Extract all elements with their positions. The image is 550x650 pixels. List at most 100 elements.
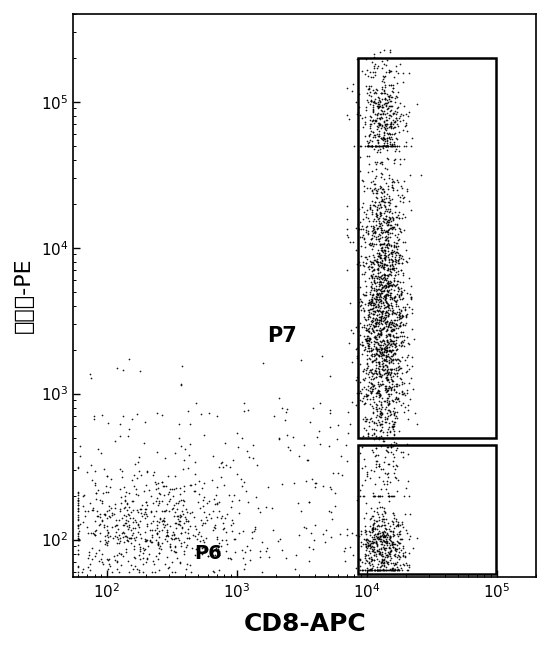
Point bbox=[337, 450, 345, 461]
Point bbox=[367, 277, 376, 287]
Point bbox=[387, 317, 396, 327]
Point bbox=[101, 509, 109, 519]
Point bbox=[360, 112, 369, 122]
Point bbox=[382, 402, 390, 413]
Point bbox=[393, 537, 402, 547]
Point bbox=[373, 234, 382, 244]
Point bbox=[383, 558, 392, 569]
Point bbox=[372, 545, 381, 556]
Point bbox=[84, 528, 92, 539]
Point bbox=[373, 562, 382, 572]
Point bbox=[142, 497, 151, 507]
Point bbox=[387, 318, 396, 329]
Point bbox=[376, 337, 385, 348]
Point bbox=[211, 523, 219, 534]
Point bbox=[153, 408, 162, 418]
Point bbox=[344, 338, 353, 348]
Point bbox=[393, 238, 402, 248]
Point bbox=[370, 88, 379, 98]
Point bbox=[133, 526, 142, 537]
Point bbox=[391, 394, 400, 404]
Point bbox=[375, 432, 384, 442]
Point bbox=[387, 379, 396, 389]
Point bbox=[392, 557, 401, 567]
Point bbox=[178, 522, 187, 532]
Point bbox=[136, 533, 145, 543]
Point bbox=[372, 128, 381, 138]
Point bbox=[380, 269, 389, 280]
Point bbox=[389, 292, 398, 302]
Point bbox=[367, 96, 376, 106]
Point bbox=[387, 364, 395, 374]
Point bbox=[389, 215, 398, 226]
Point bbox=[393, 279, 402, 289]
Point bbox=[120, 502, 129, 512]
Point bbox=[370, 532, 379, 542]
Point bbox=[364, 140, 373, 151]
Point bbox=[382, 123, 391, 133]
Point bbox=[385, 214, 394, 225]
Point bbox=[362, 498, 371, 508]
Point bbox=[380, 308, 389, 318]
Point bbox=[117, 549, 125, 559]
Point bbox=[362, 258, 371, 268]
Point bbox=[385, 524, 394, 534]
Point bbox=[366, 298, 375, 308]
Point bbox=[74, 521, 82, 532]
Point bbox=[383, 154, 392, 164]
Point bbox=[282, 552, 290, 563]
Point bbox=[343, 265, 351, 275]
Point bbox=[363, 88, 372, 98]
Point bbox=[123, 520, 131, 530]
Point bbox=[116, 419, 124, 429]
Point bbox=[384, 319, 393, 330]
Point bbox=[364, 430, 372, 441]
Point bbox=[379, 536, 388, 547]
Point bbox=[111, 502, 120, 513]
Point bbox=[359, 185, 368, 196]
Point bbox=[373, 506, 382, 517]
Point bbox=[378, 434, 387, 444]
Point bbox=[374, 216, 383, 226]
Point bbox=[85, 369, 94, 379]
Point bbox=[371, 227, 380, 237]
Point bbox=[372, 551, 381, 561]
Point bbox=[104, 528, 113, 539]
Point bbox=[352, 400, 361, 411]
Point bbox=[164, 530, 173, 541]
Point bbox=[389, 320, 398, 331]
Point bbox=[383, 238, 392, 248]
Point bbox=[371, 358, 380, 368]
Point bbox=[361, 508, 370, 518]
Point bbox=[387, 306, 396, 317]
Point bbox=[374, 490, 383, 501]
Point bbox=[198, 482, 207, 493]
Point bbox=[324, 506, 333, 516]
Point bbox=[401, 304, 410, 315]
Point bbox=[382, 550, 390, 560]
Point bbox=[399, 378, 408, 388]
Point bbox=[124, 555, 133, 566]
Point bbox=[368, 238, 377, 248]
Point bbox=[309, 403, 318, 413]
Point bbox=[384, 543, 393, 554]
Point bbox=[371, 140, 380, 151]
Point bbox=[380, 452, 389, 462]
Point bbox=[370, 383, 379, 393]
Y-axis label: 四聚体-PE: 四聚体-PE bbox=[14, 258, 34, 333]
Point bbox=[386, 532, 395, 542]
Point bbox=[359, 289, 367, 300]
Point bbox=[160, 522, 169, 532]
Point bbox=[374, 251, 383, 261]
Point bbox=[375, 331, 383, 341]
Point bbox=[363, 362, 372, 372]
Point bbox=[389, 140, 398, 151]
Point bbox=[184, 463, 193, 473]
Point bbox=[366, 96, 375, 106]
Point bbox=[373, 386, 382, 396]
Point bbox=[363, 325, 372, 335]
Point bbox=[379, 346, 388, 356]
Point bbox=[190, 512, 199, 523]
Point bbox=[367, 513, 376, 523]
Point bbox=[390, 564, 399, 574]
